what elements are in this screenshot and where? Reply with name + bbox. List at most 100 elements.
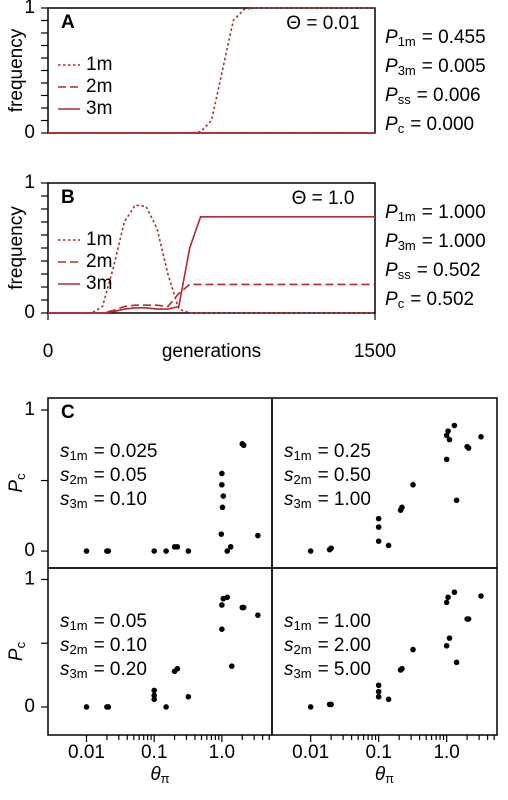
subscript: 1m: [70, 448, 88, 463]
subscript: 2m: [294, 642, 312, 657]
scatter-point: [443, 432, 450, 439]
scatter-point: [410, 646, 416, 653]
scatter-point: [399, 665, 405, 672]
y-tick-label: 1: [24, 0, 35, 18]
variable: P: [385, 56, 398, 77]
variable: P: [385, 260, 398, 281]
value-text: = 5.00: [318, 659, 371, 680]
value-text: = 0.05: [94, 465, 147, 486]
subscript: 1m: [294, 618, 312, 633]
scatter-point: [219, 470, 225, 477]
value-text: = 0.502: [417, 260, 481, 281]
scatter-point: [151, 548, 157, 554]
value-text: = 1.000: [422, 231, 486, 252]
scatter-point: [451, 589, 458, 596]
y-axis-label: frequency: [6, 206, 27, 290]
scatter-point: [443, 642, 450, 649]
value-text: = 0.10: [94, 489, 147, 510]
value-text: = 0.20: [94, 659, 147, 680]
parameter-label: s3m = 0.10: [60, 489, 147, 511]
scatter-point: [240, 604, 247, 611]
scatter-point: [307, 704, 314, 710]
y-tick-label: 1: [24, 399, 35, 420]
legend-label: 3m: [86, 98, 112, 119]
stat-label: P3m = 0.005: [385, 56, 486, 78]
scatter-point: [307, 548, 314, 554]
x-tick-label: 0.1: [365, 742, 391, 763]
value-text: = 1.00: [318, 611, 371, 632]
y-tick-label: 1: [24, 172, 35, 193]
subscript: 2m: [70, 472, 88, 487]
variable: s: [284, 659, 294, 680]
value-text: = 0.50: [318, 465, 371, 486]
scatter-point: [453, 497, 460, 504]
x-axis-label: generations: [162, 341, 261, 362]
value-text: = 0.006: [417, 85, 481, 106]
scatter-point: [375, 524, 382, 530]
subscript: π: [385, 771, 394, 786]
scatter-point: [219, 626, 225, 632]
panel-label: B: [61, 187, 75, 208]
scatter-point: [375, 688, 382, 695]
subscript: 3m: [398, 63, 416, 78]
scatter-point: [83, 548, 90, 554]
scatter-point: [185, 548, 192, 554]
variable: s: [60, 635, 70, 656]
series-line: [48, 204, 375, 314]
value-text: = 0.025: [94, 441, 158, 462]
panel-label: C: [61, 402, 75, 423]
x-tick-label: 1.0: [209, 742, 235, 763]
scatter-point: [375, 682, 382, 689]
scatter-point: [224, 594, 231, 601]
scatter-point: [219, 602, 225, 608]
subscript: 1m: [398, 34, 416, 49]
value-text: = 0.10: [94, 635, 147, 656]
subscript: 3m: [294, 496, 312, 511]
variable: s: [284, 611, 294, 632]
stat-label: Pc = 0.000: [385, 114, 474, 136]
subscript: 1m: [70, 618, 88, 633]
parameter-label: s2m = 0.05: [60, 465, 147, 487]
variable: s: [284, 635, 294, 656]
y-axis-label: Pc: [6, 473, 28, 493]
x-tick-label: 0.01: [292, 742, 329, 763]
subscript: c: [398, 121, 405, 136]
value-text: = 0.005: [422, 56, 486, 77]
scatter-point: [478, 433, 484, 440]
scatter-point: [163, 704, 169, 710]
scatter-point: [385, 696, 392, 703]
parameter-label: s2m = 2.00: [284, 635, 371, 657]
parameter-label: s1m = 0.05: [60, 611, 147, 633]
scatter-point: [228, 663, 235, 669]
variable: P: [385, 202, 398, 223]
scatter-point: [446, 436, 453, 443]
panel-label: A: [61, 12, 75, 33]
scatter-point: [375, 515, 382, 522]
variable: s: [60, 659, 70, 680]
variable: P: [385, 231, 398, 252]
scatter-point: [445, 594, 451, 601]
parameter-label: s1m = 0.25: [284, 441, 371, 463]
variable: P: [385, 27, 398, 48]
stat-label: Pss = 0.502: [385, 260, 481, 282]
variable: s: [284, 465, 294, 486]
series-line: [48, 216, 375, 314]
parameter-label: s3m = 5.00: [284, 659, 371, 681]
legend-label: 2m: [86, 76, 112, 97]
parameter-label: s2m = 0.10: [60, 635, 147, 657]
parameter-label: s3m = 0.20: [60, 659, 147, 681]
y-tick-label: 1: [24, 568, 35, 589]
scatter-point: [375, 693, 382, 700]
subscript: 1m: [294, 448, 312, 463]
scatter-point: [328, 701, 334, 708]
x-tick-label: 1500: [354, 341, 396, 362]
value-text: = 1.00: [318, 489, 371, 510]
scatter-point: [174, 544, 181, 550]
x-axis-label: θπ: [150, 764, 169, 786]
scatter-point: [220, 493, 227, 499]
x-tick-label: 0.1: [141, 742, 167, 763]
subscript: 1m: [398, 209, 416, 224]
subscript: 3m: [294, 666, 312, 681]
scatter-point: [255, 532, 261, 539]
legend-label: 3m: [86, 273, 112, 294]
